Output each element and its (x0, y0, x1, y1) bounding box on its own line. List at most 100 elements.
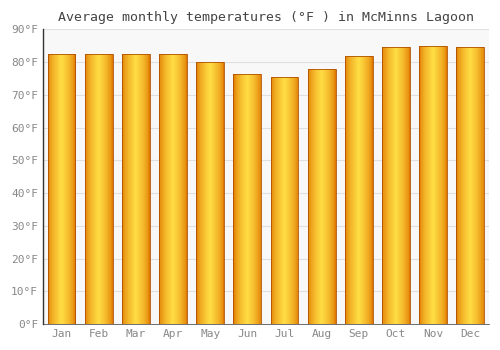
Bar (388, 48, 389, 324)
Bar (462, 48, 464, 324)
Bar (162, 54, 164, 324)
Bar (281, 77, 282, 324)
Bar (169, 54, 170, 324)
Bar (438, 46, 440, 324)
Bar (270, 77, 272, 324)
Bar (365, 56, 366, 324)
Bar (277, 77, 278, 324)
Bar (286, 77, 288, 324)
Bar (422, 46, 424, 324)
Bar (124, 54, 125, 324)
Bar (311, 69, 312, 324)
Bar (59, 54, 60, 324)
Bar (74, 54, 75, 324)
Bar (85, 54, 86, 324)
Bar (396, 48, 398, 324)
Bar (252, 74, 253, 324)
Bar (288, 77, 290, 324)
Bar (50, 54, 51, 324)
Bar (394, 48, 396, 324)
Bar (483, 48, 484, 324)
Bar (468, 48, 469, 324)
Bar (107, 54, 108, 324)
Bar (275, 77, 276, 324)
Bar (333, 69, 334, 324)
Bar (53, 54, 54, 324)
Bar (367, 56, 368, 324)
Bar (354, 56, 356, 324)
Bar (478, 48, 480, 324)
Bar (92, 54, 93, 324)
Bar (408, 48, 410, 324)
Bar (276, 77, 277, 324)
Bar (108, 54, 109, 324)
Bar (168, 54, 169, 324)
Bar (317, 69, 318, 324)
Bar (383, 48, 384, 324)
Bar (319, 69, 320, 324)
Bar (63, 54, 64, 324)
Bar (200, 62, 201, 324)
Bar (284, 77, 285, 324)
Bar (147, 54, 148, 324)
Bar (204, 62, 206, 324)
Bar (177, 54, 178, 324)
Bar (178, 54, 180, 324)
Bar (403, 48, 404, 324)
Bar (274, 77, 275, 324)
Bar (430, 46, 431, 324)
Bar (420, 46, 422, 324)
Bar (242, 74, 243, 324)
Bar (208, 62, 209, 324)
Bar (419, 46, 420, 324)
Bar (161, 54, 162, 324)
Bar (148, 54, 149, 324)
Bar (166, 54, 167, 324)
Bar (460, 48, 462, 324)
Bar (87, 54, 88, 324)
Bar (456, 48, 484, 324)
Bar (124, 54, 126, 324)
Bar (405, 48, 406, 324)
Bar (173, 54, 174, 324)
Bar (260, 74, 262, 324)
Bar (214, 62, 215, 324)
Bar (234, 74, 235, 324)
Bar (250, 74, 251, 324)
Bar (216, 62, 217, 324)
Bar (345, 56, 346, 324)
Bar (185, 54, 186, 324)
Bar (202, 62, 203, 324)
Bar (198, 62, 199, 324)
Bar (217, 62, 218, 324)
Bar (285, 77, 286, 324)
Bar (352, 56, 354, 324)
Bar (186, 54, 187, 324)
Bar (130, 54, 131, 324)
Bar (456, 48, 457, 324)
Bar (318, 69, 319, 324)
Bar (334, 69, 335, 324)
Bar (122, 54, 150, 324)
Bar (469, 48, 470, 324)
Bar (425, 46, 426, 324)
Bar (391, 48, 392, 324)
Title: Average monthly temperatures (°F ) in McMinns Lagoon: Average monthly temperatures (°F ) in Mc… (58, 11, 474, 24)
Bar (142, 54, 143, 324)
Bar (432, 46, 433, 324)
Bar (324, 69, 325, 324)
Bar (350, 56, 351, 324)
Bar (220, 62, 222, 324)
Bar (259, 74, 260, 324)
Bar (385, 48, 386, 324)
Bar (330, 69, 331, 324)
Bar (409, 48, 410, 324)
Bar (215, 62, 216, 324)
Bar (328, 69, 330, 324)
Bar (326, 69, 328, 324)
Bar (246, 74, 248, 324)
Bar (110, 54, 112, 324)
Bar (402, 48, 403, 324)
Bar (392, 48, 393, 324)
Bar (322, 69, 323, 324)
